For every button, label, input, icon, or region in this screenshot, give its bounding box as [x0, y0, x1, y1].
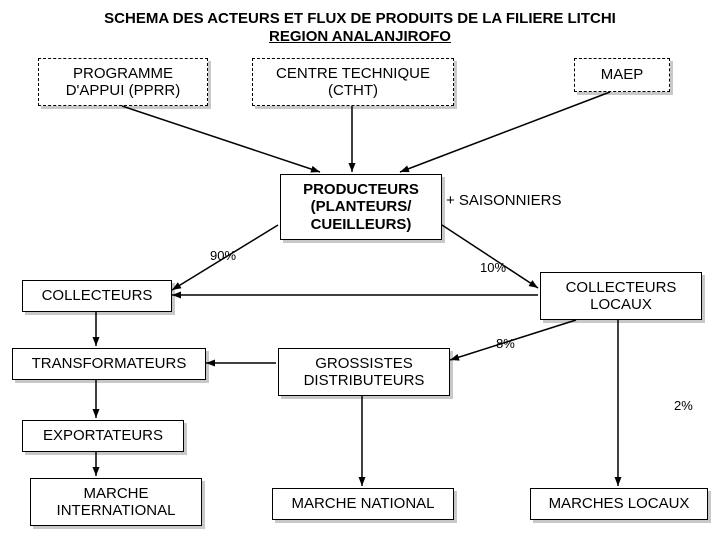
- title-line2-text: REGION ANALANJIROFO: [0, 28, 720, 45]
- node-marches-locaux-label: MARCHES LOCAUX: [549, 495, 690, 512]
- node-collecteurs-locaux-label: COLLECTEURSLOCAUX: [566, 279, 677, 314]
- node-exportateurs: EXPORTATEURS: [22, 420, 184, 452]
- node-transformateurs: TRANSFORMATEURS: [12, 348, 206, 380]
- node-marche-international-label: MARCHEINTERNATIONAL: [57, 485, 176, 520]
- node-exportateurs-label: EXPORTATEURS: [43, 427, 163, 444]
- node-transformateurs-label: TRANSFORMATEURS: [32, 355, 187, 372]
- node-producteurs-label: PRODUCTEURS(PLANTEURS/CUEILLEURS): [303, 181, 419, 233]
- node-grossistes: GROSSISTESDISTRIBUTEURS: [278, 348, 450, 396]
- node-collecteurs: COLLECTEURS: [22, 280, 172, 312]
- node-producteurs: PRODUCTEURS(PLANTEURS/CUEILLEURS): [280, 174, 442, 240]
- node-ctht: CENTRE TECHNIQUE(CTHT): [252, 58, 454, 106]
- label-saisonniers: + SAISONNIERS: [446, 192, 561, 209]
- node-collecteurs-label: COLLECTEURS: [42, 287, 153, 304]
- node-maep: MAEP: [574, 58, 670, 92]
- label-2pct: 2%: [674, 398, 693, 413]
- node-marches-locaux: MARCHES LOCAUX: [530, 488, 708, 520]
- label-10pct: 10%: [480, 260, 506, 275]
- node-pprr-label: PROGRAMMED'APPUI (PPRR): [66, 65, 181, 100]
- node-pprr: PROGRAMMED'APPUI (PPRR): [38, 58, 208, 106]
- label-90pct: 90%: [210, 248, 236, 263]
- node-collecteurs-locaux: COLLECTEURSLOCAUX: [540, 272, 702, 320]
- label-8pct: 8%: [496, 336, 515, 351]
- title-line1-text: SCHEMA DES ACTEURS ET FLUX DE PRODUITS D…: [0, 10, 720, 27]
- node-ctht-label: CENTRE TECHNIQUE(CTHT): [276, 65, 430, 100]
- node-marche-international: MARCHEINTERNATIONAL: [30, 478, 202, 526]
- node-maep-label: MAEP: [601, 66, 644, 83]
- diagram-stage: { "type": "flowchart", "canvas": { "widt…: [0, 0, 720, 540]
- node-marche-national-label: MARCHE NATIONAL: [291, 495, 434, 512]
- node-marche-national: MARCHE NATIONAL: [272, 488, 454, 520]
- node-grossistes-label: GROSSISTESDISTRIBUTEURS: [304, 355, 425, 390]
